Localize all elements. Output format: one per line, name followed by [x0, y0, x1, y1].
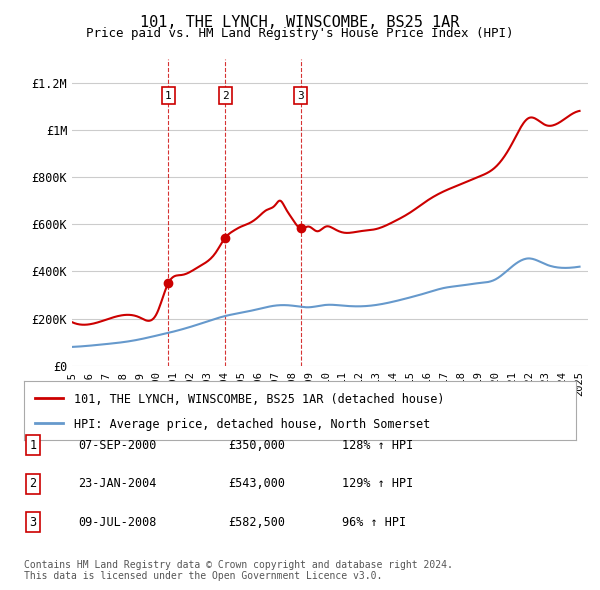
Text: 3: 3 [298, 91, 304, 101]
Text: £543,000: £543,000 [228, 477, 285, 490]
Text: 23-JAN-2004: 23-JAN-2004 [78, 477, 157, 490]
Text: 101, THE LYNCH, WINSCOMBE, BS25 1AR (detached house): 101, THE LYNCH, WINSCOMBE, BS25 1AR (det… [74, 393, 444, 406]
Text: 1: 1 [29, 439, 37, 452]
Text: 1: 1 [165, 91, 172, 101]
Text: 2: 2 [29, 477, 37, 490]
Text: 07-SEP-2000: 07-SEP-2000 [78, 439, 157, 452]
Text: 09-JUL-2008: 09-JUL-2008 [78, 516, 157, 529]
Text: 128% ↑ HPI: 128% ↑ HPI [342, 439, 413, 452]
Text: 3: 3 [29, 516, 37, 529]
Text: 101, THE LYNCH, WINSCOMBE, BS25 1AR: 101, THE LYNCH, WINSCOMBE, BS25 1AR [140, 15, 460, 30]
Text: 2: 2 [222, 91, 229, 101]
Text: Contains HM Land Registry data © Crown copyright and database right 2024.
This d: Contains HM Land Registry data © Crown c… [24, 559, 453, 581]
Text: £350,000: £350,000 [228, 439, 285, 452]
Text: 96% ↑ HPI: 96% ↑ HPI [342, 516, 406, 529]
Text: £582,500: £582,500 [228, 516, 285, 529]
Text: Price paid vs. HM Land Registry's House Price Index (HPI): Price paid vs. HM Land Registry's House … [86, 27, 514, 40]
Text: HPI: Average price, detached house, North Somerset: HPI: Average price, detached house, Nort… [74, 418, 430, 431]
Text: 129% ↑ HPI: 129% ↑ HPI [342, 477, 413, 490]
